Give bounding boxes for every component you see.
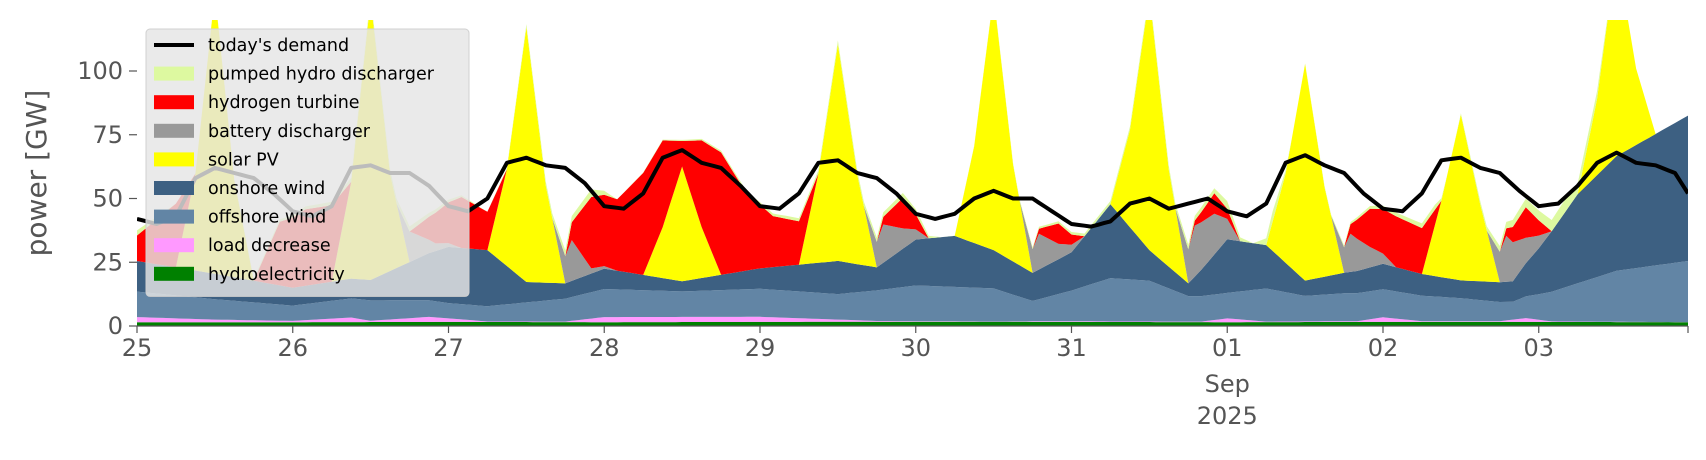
area-onshore-wind bbox=[137, 115, 1688, 307]
x-tick-label: 29 bbox=[745, 334, 776, 362]
x-tick-sublabel: Sep bbox=[1205, 370, 1250, 398]
x-tick-label: 01 bbox=[1212, 334, 1243, 362]
y-axis-label: power [GW] bbox=[20, 90, 53, 257]
legend-swatch-hydrogen-turbine bbox=[154, 95, 194, 110]
legend-swatch-hydroelectricity bbox=[154, 266, 194, 281]
y-tick-label: 50 bbox=[92, 185, 123, 213]
legend-swatch-load-decrease bbox=[154, 238, 194, 253]
legend-label-solar-pv: solar PV bbox=[208, 150, 279, 170]
legend-swatch-onshore-wind bbox=[154, 181, 194, 195]
legend-swatch-battery-discharger bbox=[154, 123, 194, 138]
y-tick-label: 0 bbox=[108, 312, 123, 340]
x-tick-label: 31 bbox=[1056, 334, 1087, 362]
legend-swatch-solar-pv bbox=[154, 152, 194, 167]
y-tick-label: 75 bbox=[92, 121, 123, 149]
legend: today's demand pumped hydro discharger hyd… bbox=[145, 28, 470, 297]
x-tick-label: 25 bbox=[122, 334, 153, 362]
legend-label-offshore-wind: offshore wind bbox=[208, 208, 326, 228]
y-tick-label: 25 bbox=[92, 248, 123, 276]
x-tick-label: 02 bbox=[1368, 334, 1399, 362]
area-solar-pv bbox=[137, 20, 1688, 288]
x-tick-label: 26 bbox=[277, 334, 308, 362]
legend-label-battery-discharger: battery discharger bbox=[208, 122, 371, 142]
x-tick-label: 27 bbox=[433, 334, 464, 362]
y-tick-label: 100 bbox=[77, 57, 123, 85]
legend-label-today-s-demand: today's demand bbox=[208, 36, 349, 56]
x-tick-sublabel: 2025 bbox=[1197, 402, 1258, 430]
x-tick-label: 03 bbox=[1523, 334, 1554, 362]
legend-label-onshore-wind: onshore wind bbox=[208, 179, 325, 199]
x-tick-label: 28 bbox=[589, 334, 620, 362]
area-hydroelectricity bbox=[137, 321, 1688, 326]
area-battery-discharger bbox=[137, 20, 1688, 288]
legend-label-hydroelectricity: hydroelectricity bbox=[208, 265, 345, 285]
x-axis: 25 26 27 28 29 30 31 01 Sep 2025 02 03 bbox=[122, 326, 1689, 430]
legend-label-load-decrease: load decrease bbox=[208, 236, 331, 256]
legend-label-hydrogen-turbine: hydrogen turbine bbox=[208, 93, 360, 113]
legend-label-pumped-hydro-discharger: pumped hydro discharger bbox=[208, 65, 435, 85]
area-offshore-wind bbox=[137, 261, 1688, 323]
y-axis: 0 25 50 75 100 bbox=[77, 57, 137, 340]
area-load-decrease bbox=[137, 316, 1688, 323]
x-tick-label: 30 bbox=[900, 334, 931, 362]
legend-box bbox=[145, 28, 470, 297]
legend-swatch-pumped-hydro-discharger bbox=[154, 66, 194, 81]
legend-swatch-offshore-wind bbox=[154, 209, 194, 224]
